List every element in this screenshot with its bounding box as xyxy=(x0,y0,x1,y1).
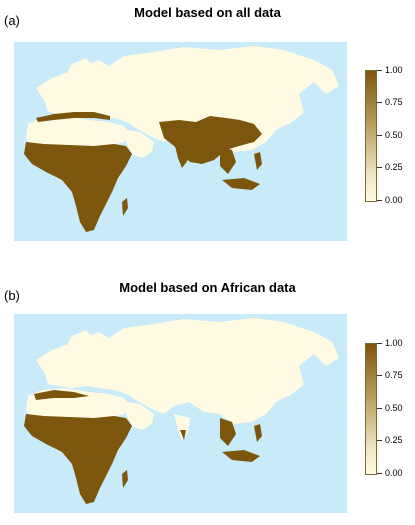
arabia-region xyxy=(126,402,154,430)
japan-island xyxy=(282,376,296,396)
legend-tick-label: 0.25 xyxy=(385,435,403,445)
panel-a-tag: (a) xyxy=(4,13,20,28)
indian-peninsula-low xyxy=(174,414,190,440)
legend-tick-label: 0.00 xyxy=(385,468,403,478)
north-african-coast xyxy=(34,390,89,400)
north-africa-region xyxy=(26,116,130,148)
maritime-asia-islands xyxy=(222,178,260,190)
legend-tick-label: 0.25 xyxy=(385,162,403,172)
legend-tick-label: 0.75 xyxy=(385,370,403,380)
philippines xyxy=(254,152,262,170)
eurasia-landmass xyxy=(36,318,339,424)
eurasia-landmass xyxy=(36,46,339,152)
legend-tick-label: 0.75 xyxy=(385,97,403,107)
panel-b-map xyxy=(14,314,347,513)
legend-colorbar xyxy=(365,343,377,475)
legend-tick-label: 0.00 xyxy=(385,195,403,205)
legend-tick-label: 0.50 xyxy=(385,130,403,140)
mediterranean-coast-band xyxy=(36,112,110,122)
philippines xyxy=(254,424,262,442)
panel-b-tag: (b) xyxy=(4,288,20,303)
maritime-asia-islands xyxy=(222,450,260,462)
scandinavia-region xyxy=(62,58,94,88)
panel-b-title: Model based on African data xyxy=(119,280,296,295)
south-india-tip xyxy=(180,430,186,440)
scandinavia-region xyxy=(62,330,94,360)
southeast-asia xyxy=(220,146,236,174)
legend-tick-label: 0.50 xyxy=(385,403,403,413)
legend-colorbar xyxy=(365,70,377,202)
panel-a-title: Model based on all data xyxy=(134,5,281,20)
arabia-region xyxy=(126,130,154,158)
legend-tick-label: 1.00 xyxy=(385,338,403,348)
japan-island xyxy=(282,104,296,124)
madagascar xyxy=(122,470,128,488)
panel-a-legend: 1.00 0.75 0.50 0.25 0.00 xyxy=(357,65,415,207)
indian-peninsula xyxy=(174,142,190,168)
southeast-asia xyxy=(220,418,236,446)
south-asia-region xyxy=(159,116,262,164)
sub-saharan-africa xyxy=(24,142,132,232)
sub-saharan-africa xyxy=(24,414,132,504)
legend-tick-label: 1.00 xyxy=(385,65,403,75)
panel-a-map xyxy=(14,42,347,241)
panel-b-legend: 1.00 0.75 0.50 0.25 0.00 xyxy=(357,338,415,480)
madagascar xyxy=(122,198,128,216)
